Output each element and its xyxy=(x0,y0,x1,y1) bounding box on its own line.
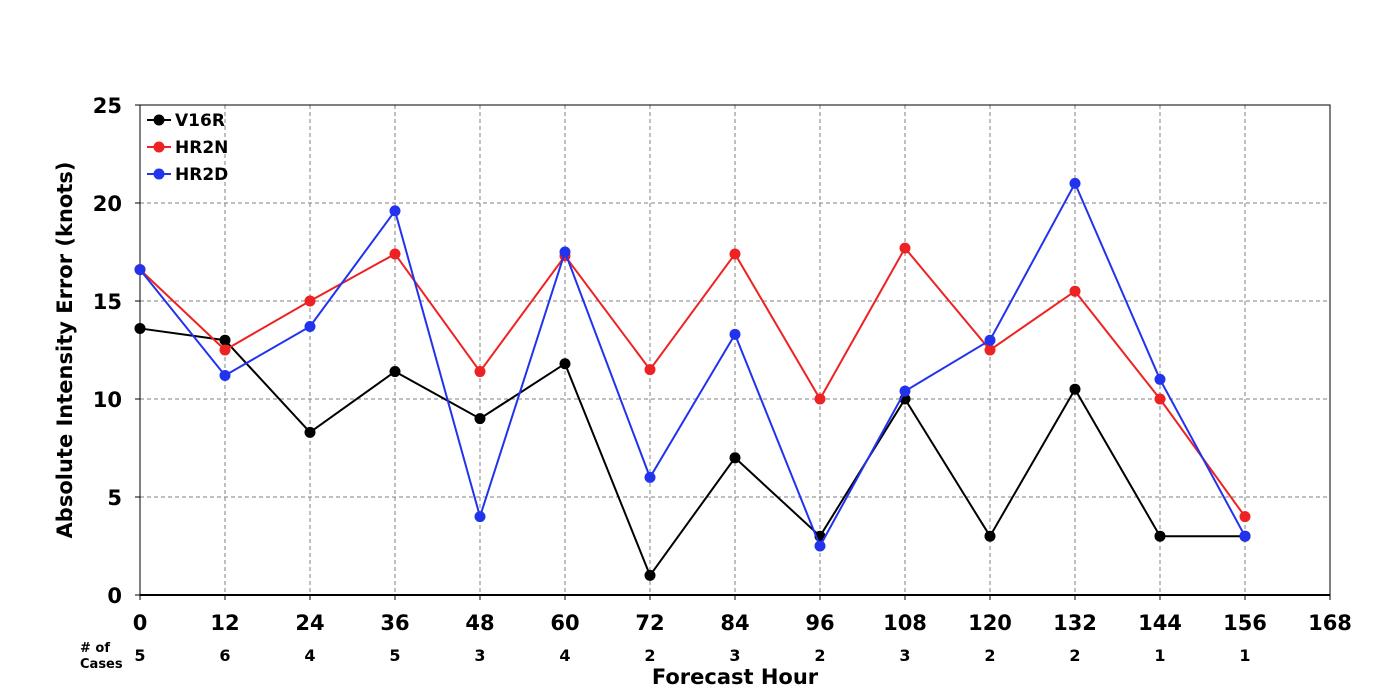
data-point-hr2n xyxy=(1239,511,1251,523)
legend: V16R HR2N HR2D xyxy=(147,111,228,185)
x-tick-label: 144 xyxy=(1138,611,1182,635)
case-count: 3 xyxy=(474,646,485,665)
case-count: 6 xyxy=(219,646,230,665)
cases-label-line1: # of xyxy=(80,641,110,656)
data-point-hr2n xyxy=(474,366,486,378)
data-point-hr2n xyxy=(899,242,911,254)
data-point-hr2n xyxy=(304,295,316,307)
data-point-hr2d xyxy=(1069,177,1081,189)
x-tick-label: 24 xyxy=(295,611,324,635)
case-count: 2 xyxy=(1069,646,1080,665)
data-point-v16r xyxy=(219,334,231,346)
legend-marker xyxy=(153,114,165,126)
data-point-hr2d xyxy=(814,540,826,552)
legend-marker xyxy=(153,168,165,180)
data-point-v16r xyxy=(559,358,571,370)
series-hr2n xyxy=(134,242,1251,523)
y-tick-label: 10 xyxy=(93,388,122,412)
x-tick-label: 156 xyxy=(1223,611,1267,635)
case-count: 2 xyxy=(644,646,655,665)
legend-item-v16r: V16R xyxy=(147,111,225,131)
case-count: 1 xyxy=(1154,646,1165,665)
x-tick-label: 72 xyxy=(635,611,664,635)
legend-label: HR2D xyxy=(175,165,228,185)
data-point-v16r xyxy=(984,530,996,542)
legend-item-hr2n: HR2N xyxy=(147,138,228,158)
x-tick-label: 168 xyxy=(1308,611,1352,635)
data-point-hr2n xyxy=(1069,285,1081,297)
data-point-hr2n xyxy=(1154,393,1166,405)
series-line-hr2d xyxy=(139,181,1246,549)
x-axis-title: Forecast Hour xyxy=(652,665,819,689)
y-tick-labels: 0 5 10 15 20 25 xyxy=(93,94,140,608)
x-tick-label: 36 xyxy=(380,611,409,635)
x-tick-label: 0 xyxy=(133,611,148,635)
data-point-v16r xyxy=(729,452,741,464)
legend-label: V16R xyxy=(175,111,225,131)
y-tick-label: 25 xyxy=(93,94,122,118)
case-count: 3 xyxy=(729,646,740,665)
x-tick-label: 12 xyxy=(210,611,239,635)
x-tick-label: 48 xyxy=(465,611,494,635)
y-tick-label: 15 xyxy=(93,290,122,314)
x-tick-label: 108 xyxy=(883,611,927,635)
data-point-hr2n xyxy=(814,393,826,405)
data-point-hr2d xyxy=(1154,373,1166,385)
case-count: 2 xyxy=(814,646,825,665)
series-layer xyxy=(134,177,1251,581)
data-point-hr2d xyxy=(134,264,146,276)
x-tick-label: 132 xyxy=(1053,611,1097,635)
y-tick-label: 5 xyxy=(107,486,122,510)
case-count: 5 xyxy=(134,646,145,665)
data-point-hr2d xyxy=(984,334,996,346)
legend-marker xyxy=(153,141,165,153)
data-point-hr2n xyxy=(644,364,656,376)
data-point-v16r xyxy=(1069,383,1081,395)
series-line-hr2n xyxy=(139,246,1246,518)
legend-label: HR2N xyxy=(175,138,228,158)
cases-label-line2: Cases xyxy=(80,657,123,672)
x-tick-label: 120 xyxy=(968,611,1012,635)
case-count: 4 xyxy=(559,646,570,665)
data-point-v16r xyxy=(474,413,486,425)
series-v16r xyxy=(134,322,1251,581)
case-counts: 5 6 4 5 3 4 2 3 2 3 2 2 1 1 xyxy=(134,646,1250,665)
data-point-hr2d xyxy=(389,205,401,217)
data-point-hr2d xyxy=(899,385,911,397)
data-point-hr2d xyxy=(474,511,486,523)
data-point-hr2n xyxy=(984,344,996,356)
data-point-hr2n xyxy=(729,248,741,260)
y-tick-label: 20 xyxy=(93,192,122,216)
data-point-hr2d xyxy=(729,328,741,340)
data-point-v16r xyxy=(134,322,146,334)
series-hr2d xyxy=(134,177,1251,552)
case-count: 1 xyxy=(1239,646,1250,665)
data-point-hr2n xyxy=(389,248,401,260)
data-point-v16r xyxy=(644,569,656,581)
data-point-hr2n xyxy=(219,344,231,356)
case-count: 4 xyxy=(304,646,315,665)
series-line-v16r xyxy=(139,327,1245,578)
case-count: 2 xyxy=(984,646,995,665)
x-tick-labels: 0 12 24 36 48 60 72 84 96 108 120 132 144 156 168 xyxy=(133,595,1352,635)
case-count: 3 xyxy=(899,646,910,665)
data-point-v16r xyxy=(1154,530,1166,542)
x-tick-label: 96 xyxy=(805,611,834,635)
legend-item-hr2d: HR2D xyxy=(147,165,228,185)
data-point-hr2d xyxy=(1239,530,1251,542)
y-axis-title: Absolute Intensity Error (knots) xyxy=(53,162,77,539)
data-point-hr2d xyxy=(559,246,571,258)
data-point-hr2d xyxy=(304,320,316,332)
data-point-hr2d xyxy=(219,369,231,381)
y-tick-label: 0 xyxy=(107,584,122,608)
data-point-v16r xyxy=(304,426,316,438)
data-point-v16r xyxy=(389,366,401,378)
x-tick-label: 60 xyxy=(550,611,579,635)
x-tick-label: 84 xyxy=(720,611,749,635)
case-count: 5 xyxy=(389,646,400,665)
data-point-hr2d xyxy=(644,471,656,483)
